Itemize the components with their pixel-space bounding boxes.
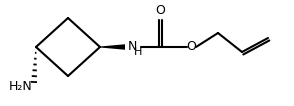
Text: H: H: [134, 47, 142, 57]
Text: O: O: [186, 40, 196, 54]
Text: O: O: [155, 4, 165, 17]
Text: H₂N: H₂N: [8, 80, 32, 93]
Text: N: N: [128, 40, 137, 52]
Polygon shape: [100, 44, 125, 50]
